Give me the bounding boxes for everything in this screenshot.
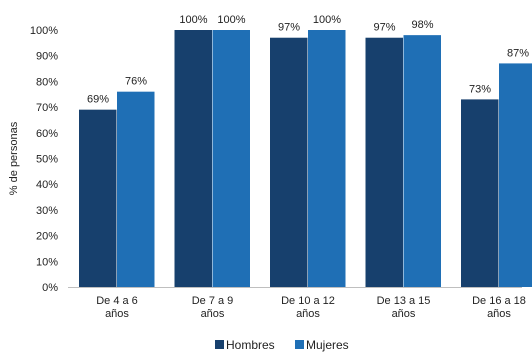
data-label: 87% xyxy=(507,47,529,59)
y-tick-label: 100% xyxy=(30,25,58,37)
y-tick-label: 60% xyxy=(36,128,58,140)
y-axis-label: % de personas xyxy=(8,121,20,195)
data-label: 69% xyxy=(87,94,109,106)
x-tick-label: De 10 a 12 años xyxy=(281,295,335,320)
y-tick-label: 90% xyxy=(36,51,58,63)
legend-swatch-hombres xyxy=(215,340,224,349)
bar-hombres xyxy=(270,37,308,288)
bar-mujeres xyxy=(308,30,346,287)
data-label: 100% xyxy=(179,14,207,26)
data-label: 100% xyxy=(217,14,245,26)
x-tick-label-line: De 7 a 9 xyxy=(192,295,234,307)
bar-mujeres xyxy=(117,91,155,288)
x-tick-label-line: De 10 a 12 xyxy=(281,295,335,307)
legend: Hombres Mujeres xyxy=(215,338,349,352)
legend-swatch-mujeres xyxy=(295,340,304,349)
y-tick-label: 40% xyxy=(36,179,58,191)
data-label: 73% xyxy=(469,83,491,95)
y-tick-label: 0% xyxy=(42,282,58,294)
bar-hombres xyxy=(365,37,403,288)
data-label: 76% xyxy=(125,76,147,88)
data-label: 97% xyxy=(373,22,395,34)
x-tick-label-line: años xyxy=(392,308,416,320)
bar-mujeres xyxy=(212,30,250,287)
bar-mujeres xyxy=(499,63,532,287)
x-tick-label-line: años xyxy=(487,308,511,320)
bar-hombres xyxy=(174,30,212,287)
x-tick-label-line: años xyxy=(105,308,129,320)
bars xyxy=(79,30,532,288)
legend-label-hombres: Hombres xyxy=(226,338,275,352)
x-tick-label: De 13 a 15 años xyxy=(377,295,431,320)
y-tick-label: 70% xyxy=(36,102,58,114)
data-label: 100% xyxy=(313,14,341,26)
legend-label-mujeres: Mujeres xyxy=(306,338,349,352)
bar-hombres xyxy=(79,109,117,287)
bar-hombres xyxy=(461,99,499,287)
x-tick-label-line: años xyxy=(296,308,320,320)
data-label: 97% xyxy=(278,22,300,34)
x-tick-label-line: De 4 a 6 xyxy=(96,295,138,307)
data-labels: 69% 76% 100% 100% 97% 100% 97% 98% 73% 87% xyxy=(87,14,529,106)
x-tick-label: De 4 a 6 años xyxy=(96,295,138,320)
x-tick-label-line: años xyxy=(201,308,225,320)
bar-mujeres xyxy=(403,35,441,287)
y-tick-label: 30% xyxy=(36,205,58,217)
x-tick-label: De 16 a 18 años xyxy=(472,295,526,320)
y-tick-label: 80% xyxy=(36,76,58,88)
data-label: 98% xyxy=(411,19,433,31)
y-tick-label: 10% xyxy=(36,256,58,268)
y-axis: 0% 10% 20% 30% 40% 50% 60% 70% 80% 90% 100% xyxy=(30,25,58,294)
x-tick-label: De 7 a 9 años xyxy=(192,295,234,320)
x-tick-label-line: De 13 a 15 xyxy=(377,295,431,307)
x-tick-label-line: De 16 a 18 xyxy=(472,295,526,307)
y-tick-label: 20% xyxy=(36,231,58,243)
y-tick-label: 50% xyxy=(36,154,58,166)
